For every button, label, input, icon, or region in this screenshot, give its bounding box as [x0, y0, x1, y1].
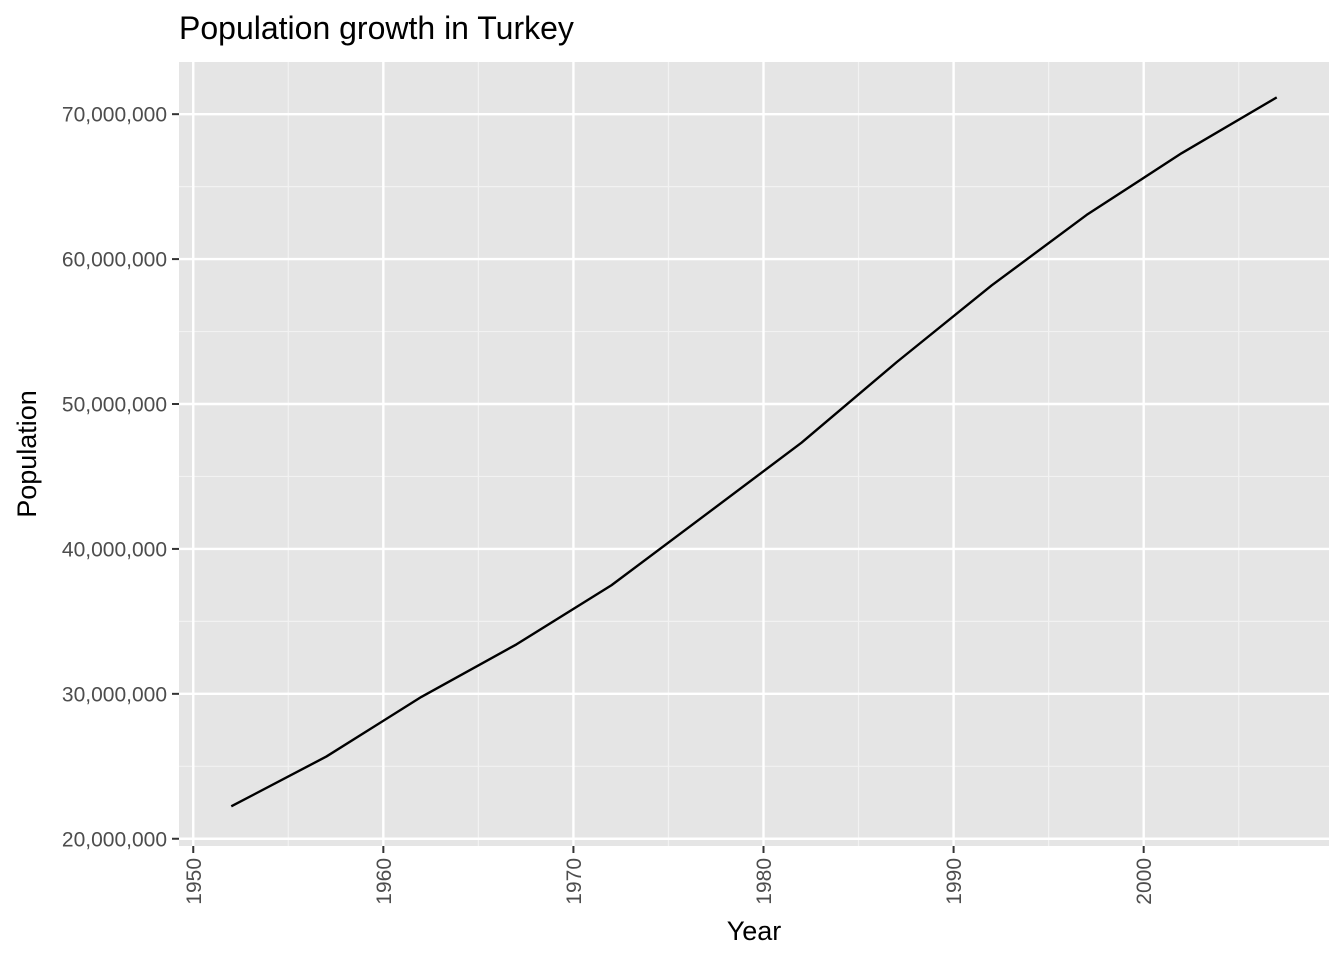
y-tick-label: 40,000,000	[62, 538, 167, 561]
x-tick-label: 1990	[943, 858, 966, 905]
y-axis-title: Population	[12, 390, 42, 518]
x-tick-label: 1980	[753, 858, 776, 905]
y-tick-label: 50,000,000	[62, 394, 167, 417]
series-line	[230, 96, 1278, 808]
minor-gridlines	[179, 62, 1329, 846]
y-tick-label: 70,000,000	[62, 104, 167, 127]
y-tick-label: 20,000,000	[62, 828, 167, 851]
major-gridlines	[179, 62, 1329, 846]
y-tick-label: 60,000,000	[62, 249, 167, 272]
series-layer	[230, 96, 1278, 808]
chart-title: Population growth in Turkey	[179, 10, 574, 46]
x-axis-title: Year	[727, 916, 782, 946]
y-tick-label: 30,000,000	[62, 683, 167, 706]
x-tick-label: 1950	[183, 858, 206, 905]
plot-panel	[179, 62, 1329, 846]
x-tick-label: 1960	[373, 858, 396, 905]
x-tick-label: 2000	[1133, 858, 1156, 905]
x-tick-label: 1970	[563, 858, 586, 905]
y-axis: 20,000,000 30,000,000 40,000,000 50,000,000…	[62, 104, 179, 851]
x-axis: 1950 1960 1970 1980 1990 2000	[183, 846, 1156, 905]
